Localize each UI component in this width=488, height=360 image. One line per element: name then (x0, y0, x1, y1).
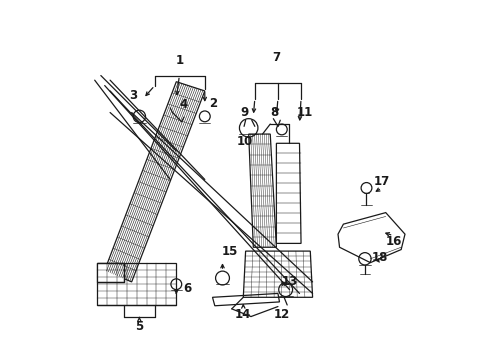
Text: 5: 5 (135, 320, 143, 333)
Text: 16: 16 (385, 235, 401, 248)
Text: 14: 14 (235, 308, 251, 321)
Text: 18: 18 (371, 251, 388, 264)
Text: 17: 17 (373, 175, 389, 188)
Text: 15: 15 (222, 244, 238, 258)
Text: 4: 4 (180, 98, 188, 111)
Text: 1: 1 (175, 54, 183, 67)
Text: 9: 9 (240, 106, 248, 119)
Text: 2: 2 (209, 97, 217, 110)
Text: 12: 12 (273, 308, 289, 321)
Text: 10: 10 (236, 135, 252, 148)
Text: 13: 13 (281, 275, 297, 288)
Text: 6: 6 (183, 282, 191, 294)
Text: 7: 7 (272, 50, 280, 64)
Polygon shape (97, 263, 123, 282)
Text: 8: 8 (269, 106, 278, 119)
Text: 11: 11 (296, 106, 312, 119)
Text: 3: 3 (129, 89, 137, 102)
